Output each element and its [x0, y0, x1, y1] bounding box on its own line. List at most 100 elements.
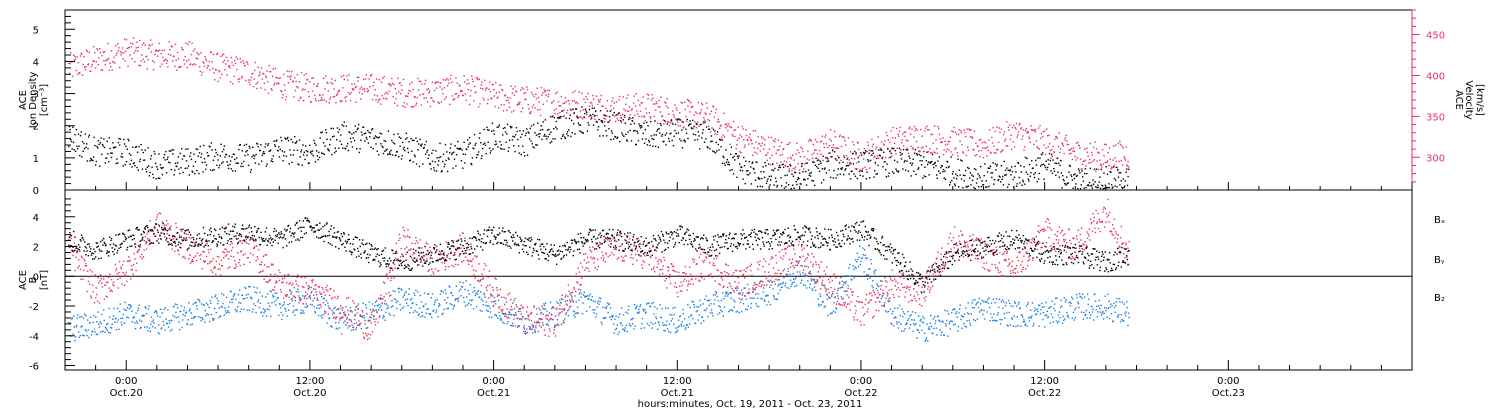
by-point: [913, 319, 915, 321]
density-point: [163, 154, 166, 156]
by-point: [111, 323, 113, 325]
density-point: [160, 167, 162, 169]
by-point: [836, 292, 838, 295]
velocity-point: [753, 147, 755, 149]
density-point: [889, 156, 892, 158]
by-point: [421, 311, 423, 314]
velocity-point: [503, 103, 505, 106]
by-point: [280, 311, 282, 314]
density-point: [447, 157, 449, 159]
by-point: [697, 319, 699, 321]
density-point: [280, 139, 283, 142]
density-point: [164, 159, 166, 161]
bz-point: [110, 278, 113, 281]
velocity-point: [68, 72, 71, 75]
velocity-point: [862, 158, 865, 160]
by-point: [98, 326, 101, 328]
by-point: [575, 301, 577, 303]
velocity-point: [500, 104, 502, 106]
by-point: [758, 306, 760, 308]
velocity-point: [555, 92, 557, 95]
by-point: [556, 319, 559, 321]
velocity-point: [658, 99, 660, 102]
velocity-point: [951, 130, 953, 132]
velocity-point: [701, 104, 704, 106]
density-point: [692, 119, 694, 122]
by-point: [696, 306, 698, 308]
by-point: [790, 285, 792, 288]
bz-point: [103, 278, 105, 280]
by-point: [293, 310, 295, 312]
bz-point: [147, 239, 150, 242]
by-point: [572, 299, 574, 302]
velocity-point: [558, 105, 560, 107]
by-point: [1001, 299, 1004, 301]
by-point: [633, 304, 636, 306]
density-point: [559, 117, 561, 119]
velocity-point: [1069, 149, 1071, 151]
density-point: [400, 158, 403, 160]
velocity-point: [703, 116, 705, 119]
velocity-point: [281, 97, 283, 99]
density-point: [640, 125, 642, 127]
density-point: [305, 145, 307, 147]
density-point: [507, 150, 509, 152]
density-point: [312, 155, 314, 157]
velocity-point: [924, 127, 927, 129]
density-point: [120, 155, 122, 158]
by-point: [537, 330, 540, 333]
velocity-point: [656, 102, 658, 105]
density-point: [83, 147, 86, 150]
by-point: [1029, 316, 1031, 318]
by-point: [429, 313, 432, 315]
density-point: [822, 155, 824, 157]
density-point: [623, 114, 626, 117]
density-point: [491, 122, 494, 124]
velocity-point: [901, 139, 903, 141]
density-point: [986, 186, 988, 188]
density-point: [451, 153, 453, 156]
by-point: [1058, 320, 1060, 323]
by-point: [395, 301, 397, 304]
by-point: [347, 313, 350, 316]
by-point: [543, 304, 546, 307]
by-point: [777, 285, 779, 287]
density-point: [892, 147, 894, 150]
density-point: [639, 127, 642, 129]
density-point: [612, 114, 614, 116]
velocity-point: [634, 105, 637, 107]
velocity-point: [524, 92, 527, 94]
density-point: [422, 147, 425, 149]
density-point: [509, 125, 511, 128]
density-point: [85, 146, 87, 148]
by-point: [906, 319, 909, 321]
velocity-point: [771, 154, 773, 156]
density-point: [1037, 157, 1039, 159]
density-point: [454, 145, 456, 147]
by-point: [127, 317, 129, 319]
density-point: [991, 172, 994, 174]
density-point: [413, 154, 416, 156]
velocity-point: [333, 95, 336, 98]
by-point: [857, 258, 859, 261]
velocity-point: [533, 104, 535, 106]
velocity-point: [834, 136, 837, 138]
by-point: [329, 307, 331, 310]
by-point: [919, 324, 921, 327]
density-point: [1057, 162, 1060, 164]
velocity-point: [86, 49, 88, 51]
by-point: [605, 317, 607, 319]
density-point: [249, 147, 251, 149]
by-point: [715, 290, 717, 293]
density-point: [460, 160, 463, 162]
by-point: [452, 294, 454, 297]
by-point: [508, 312, 511, 314]
density-point: [608, 116, 611, 118]
velocity-point: [933, 125, 936, 127]
density-point: [804, 179, 806, 181]
density-point: [931, 153, 934, 156]
by-point: [184, 315, 186, 317]
by-point: [1121, 301, 1124, 303]
velocity-point: [1113, 164, 1116, 166]
density-point: [1022, 181, 1025, 183]
